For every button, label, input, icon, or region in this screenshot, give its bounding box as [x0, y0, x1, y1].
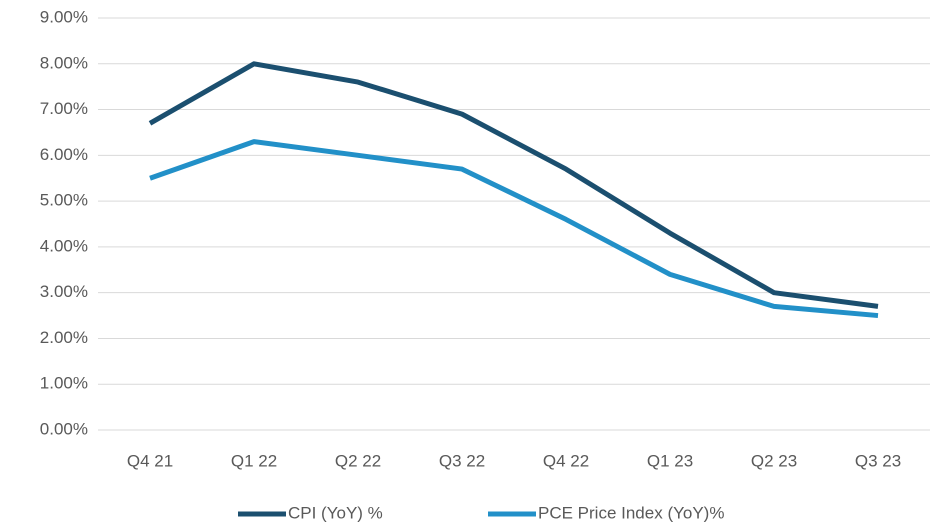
x-tick-label: Q1 23 — [647, 451, 693, 470]
y-tick-label: 7.00% — [40, 99, 88, 118]
y-tick-label: 8.00% — [40, 53, 88, 72]
legend-label: PCE Price Index (YoY)% — [538, 503, 724, 522]
y-tick-label: 2.00% — [40, 328, 88, 347]
legend-label: CPI (YoY) % — [288, 503, 383, 522]
y-tick-label: 6.00% — [40, 145, 88, 164]
x-tick-label: Q2 22 — [335, 451, 381, 470]
x-tick-label: Q1 22 — [231, 451, 277, 470]
x-tick-label: Q4 21 — [127, 451, 173, 470]
y-tick-label: 4.00% — [40, 236, 88, 255]
x-tick-label: Q3 23 — [855, 451, 901, 470]
y-tick-label: 5.00% — [40, 191, 88, 210]
x-tick-label: Q2 23 — [751, 451, 797, 470]
y-tick-label: 1.00% — [40, 374, 88, 393]
series-line — [149, 139, 879, 319]
x-tick-label: Q4 22 — [543, 451, 589, 470]
y-tick-label: 9.00% — [40, 7, 88, 26]
y-tick-label: 3.00% — [40, 282, 88, 301]
y-tick-label: 0.00% — [40, 419, 88, 438]
x-tick-label: Q3 22 — [439, 451, 485, 470]
series-line — [148, 61, 879, 309]
